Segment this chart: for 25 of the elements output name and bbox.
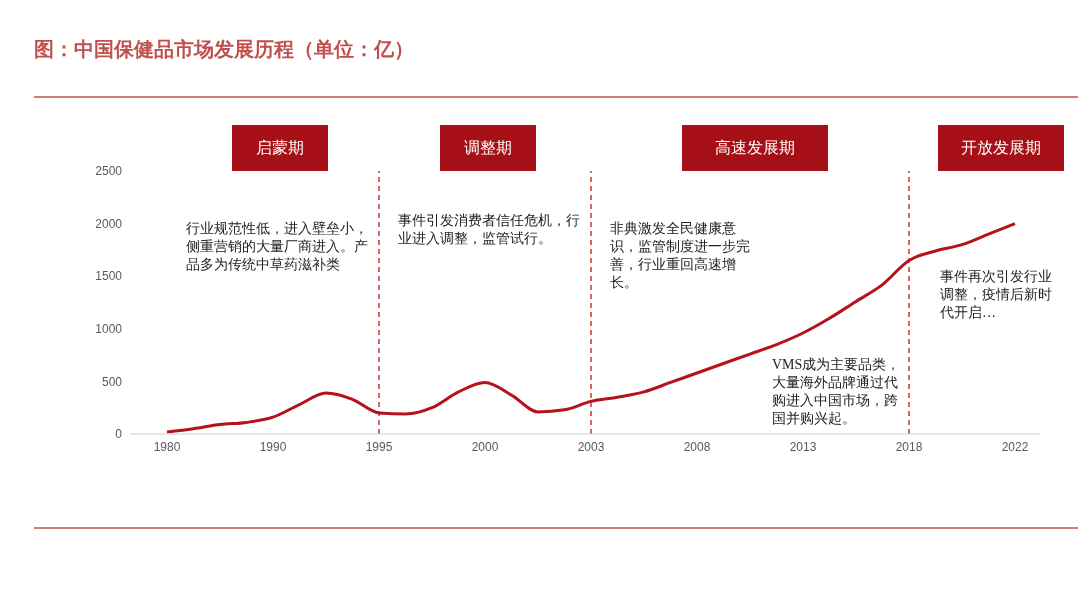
x-tick-label: 2018: [895, 439, 923, 454]
x-tick-label: 2008: [683, 439, 711, 454]
x-tick-label: 2013: [789, 439, 817, 454]
y-tick-label: 2000: [95, 216, 123, 231]
annotation: 事件再次引发行业调整，疫情后新时代开启…: [940, 268, 1053, 322]
text: 开放发展期: [938, 125, 1064, 171]
annotation: VMS成为主要品类，大量海外品牌通过代购进入中国市场，跨国并购兴起。: [772, 356, 902, 428]
annotation: 行业规范性低，进入壁垒小，侧重营销的大量厂商进入。产品多为传统中草药滋补类: [186, 220, 369, 274]
annotation: 事件引发消费者信任危机，行业进入调整，监管试行。: [398, 212, 581, 248]
text: 启蒙期: [232, 125, 328, 171]
x-tick-label: 2000: [471, 439, 499, 454]
y-tick-label: 500: [101, 374, 123, 389]
chart-title: 图：中国保健品市场发展历程（单位：亿）: [34, 37, 414, 62]
x-tick-label: 1980: [153, 439, 181, 454]
y-tick-label: 1500: [95, 269, 123, 284]
x-tick-label: 1995: [365, 439, 393, 454]
y-tick-label: 1000: [95, 322, 123, 337]
text: 调整期: [440, 125, 536, 171]
annotation: 非典激发全民健康意识，监管制度进一步完善，行业重回高速增长。: [610, 220, 751, 292]
y-tick-label: 0: [115, 427, 123, 442]
x-tick-label: 2022: [1001, 439, 1029, 454]
text: 高速发展期: [682, 125, 828, 171]
x-tick-label: 2003: [577, 439, 605, 454]
x-tick-label: 1990: [259, 439, 287, 454]
y-tick-label: 2500: [95, 164, 123, 179]
